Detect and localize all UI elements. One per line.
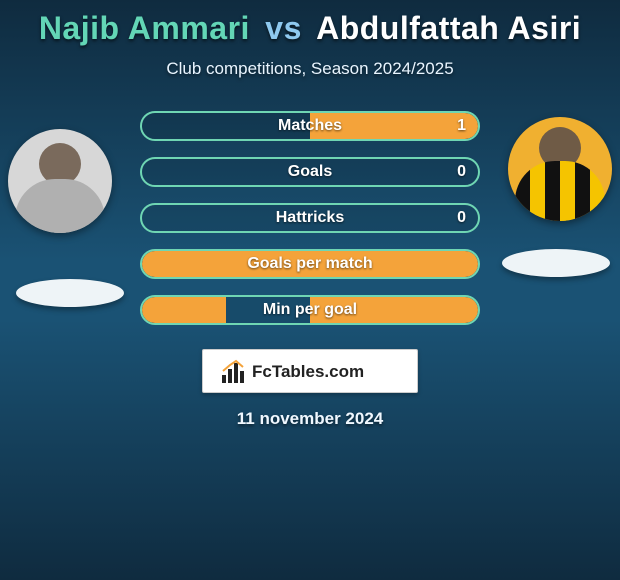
stat-right-value: 0 bbox=[445, 159, 478, 185]
stat-right-value: 0 bbox=[445, 205, 478, 231]
stat-left-fill bbox=[142, 251, 310, 277]
subtitle: Club competitions, Season 2024/2025 bbox=[0, 59, 620, 79]
stat-row: Goals0 bbox=[140, 157, 480, 187]
stat-left-fill bbox=[142, 297, 226, 323]
brand-text: FcTables.com bbox=[252, 362, 364, 381]
stat-row: Matches1 bbox=[140, 111, 480, 141]
stat-bars: Matches1Goals0Hattricks0Goals per matchM… bbox=[140, 111, 480, 341]
title-player1: Najib Ammari bbox=[39, 10, 250, 46]
stat-row: Min per goal bbox=[140, 295, 480, 325]
title-player2: Abdulfattah Asiri bbox=[316, 10, 581, 46]
date-label: 11 november 2024 bbox=[0, 409, 620, 429]
title-vs: vs bbox=[265, 10, 302, 46]
stat-label: Hattricks bbox=[142, 205, 478, 231]
stat-row: Goals per match bbox=[140, 249, 480, 279]
brand-box: FcTables.com bbox=[202, 349, 418, 393]
stat-right-fill bbox=[310, 113, 478, 139]
comparison-arena: Matches1Goals0Hattricks0Goals per matchM… bbox=[0, 109, 620, 349]
player1-portrait bbox=[8, 129, 112, 233]
player2-portrait bbox=[508, 117, 612, 221]
player1-shadow bbox=[16, 279, 124, 307]
player2-shadow bbox=[502, 249, 610, 277]
fctables-logo-icon: FcTables.com bbox=[220, 357, 400, 385]
stat-right-fill bbox=[310, 251, 478, 277]
page-title: Najib Ammari vs Abdulfattah Asiri bbox=[0, 0, 620, 47]
stat-right-fill bbox=[310, 297, 478, 323]
stat-label: Goals bbox=[142, 159, 478, 185]
stat-row: Hattricks0 bbox=[140, 203, 480, 233]
